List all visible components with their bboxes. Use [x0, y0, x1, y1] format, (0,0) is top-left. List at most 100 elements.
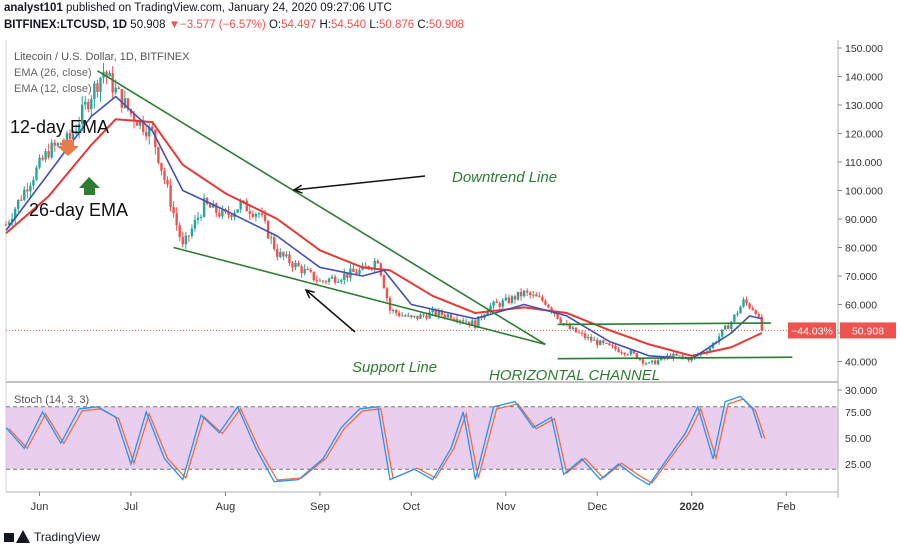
- ema26-up-arrow-icon: [79, 177, 100, 195]
- candle-body: [190, 228, 194, 237]
- candle-body: [26, 189, 29, 192]
- candle-body: [346, 273, 349, 278]
- candle-body: [647, 362, 651, 364]
- support-annotation: Support Line: [352, 359, 437, 376]
- publish-line: analyst101 published on TradingView.com,…: [4, 2, 392, 14]
- candle-body: [239, 201, 242, 210]
- candle-body: [675, 353, 678, 356]
- candle-body: [541, 296, 544, 301]
- candle-body: [742, 299, 745, 307]
- candle-body: [178, 225, 181, 238]
- candle-body: [724, 325, 727, 330]
- candle-body: [254, 213, 258, 217]
- change-down-icon: ▼: [168, 19, 181, 31]
- candle-body: [93, 83, 96, 100]
- candle-body: [358, 269, 361, 274]
- candle-body: [434, 309, 437, 316]
- candle-body: [251, 213, 255, 217]
- candle-body: [279, 252, 282, 257]
- price-tick-label: 80.000: [845, 243, 877, 255]
- candle-body: [59, 143, 63, 145]
- candle-body: [599, 340, 602, 346]
- candle-body: [111, 72, 114, 93]
- candle-body: [745, 299, 748, 304]
- candle-body: [474, 320, 477, 329]
- candle-body: [282, 252, 285, 257]
- pct-change-text: −44.03%: [791, 325, 833, 337]
- author-name[interactable]: analyst101: [4, 2, 63, 14]
- candle-body: [416, 315, 419, 319]
- candle-body: [751, 308, 754, 311]
- candle-body: [144, 131, 148, 137]
- candle-body: [672, 353, 675, 359]
- candle-body: [297, 262, 300, 267]
- candle-body: [394, 310, 398, 313]
- stoch-legend[interactable]: Stoch (14, 3, 3): [14, 394, 90, 406]
- ema26-legend[interactable]: EMA (26, close): [14, 67, 92, 79]
- candle-body: [638, 358, 642, 360]
- candle-body: [547, 304, 550, 308]
- candle-body: [269, 237, 273, 239]
- downtrend-annotation: Downtrend Line: [452, 169, 557, 186]
- pct-change-badge: [788, 322, 836, 339]
- price-tick-label: 70.000: [845, 271, 877, 283]
- stoch-d-line: [8, 398, 766, 484]
- candle-body: [617, 349, 620, 353]
- candle-body: [169, 184, 172, 208]
- candle-body: [242, 200, 245, 202]
- candle-body: [10, 218, 14, 223]
- candle-body: [407, 315, 410, 317]
- candle-body: [498, 303, 501, 307]
- candle-body: [504, 297, 508, 301]
- candle-body: [236, 209, 239, 213]
- candle-body: [428, 312, 431, 319]
- price-tick-label: 60.000: [845, 300, 877, 312]
- candle-body: [154, 129, 157, 148]
- candle-body: [333, 276, 337, 283]
- candle-body: [47, 151, 50, 158]
- candle-body: [327, 278, 331, 282]
- candle-body: [16, 199, 20, 209]
- candle-body: [422, 314, 425, 316]
- footer-brand[interactable]: TradingView: [4, 530, 100, 544]
- candle-body: [303, 268, 306, 274]
- candle-body: [71, 133, 75, 140]
- ema12-annotation: 12-day EMA: [10, 117, 109, 137]
- candle-body: [184, 235, 188, 245]
- candle-body: [272, 237, 276, 250]
- candle-body: [550, 307, 553, 312]
- candle-body: [132, 113, 136, 122]
- candle-body: [294, 262, 297, 268]
- candle-body: [708, 347, 712, 352]
- candle-body: [577, 332, 581, 334]
- stoch-tick-label: 50.00: [845, 433, 871, 445]
- candle-body: [611, 345, 614, 347]
- candle-body: [50, 142, 53, 158]
- candle-body: [425, 315, 428, 319]
- candle-body: [306, 268, 309, 270]
- candle-body: [312, 271, 316, 281]
- candle-body: [160, 162, 163, 171]
- candle-body: [218, 212, 221, 217]
- candle-body: [574, 327, 578, 333]
- price-tick-label: 120.000: [845, 129, 883, 141]
- downtrend-pointer-arrow: [293, 175, 426, 191]
- candle-body: [477, 316, 480, 329]
- candle-body: [629, 350, 632, 355]
- candle-body: [589, 336, 593, 341]
- stoch-tick-label: 75.00: [845, 407, 871, 419]
- candle-body: [336, 281, 340, 283]
- candle-body: [138, 119, 142, 126]
- candle-body: [440, 310, 444, 315]
- candle-body: [215, 203, 218, 213]
- ema12-legend[interactable]: EMA (12, close): [14, 83, 92, 95]
- price-tick-label: 150.000: [845, 43, 883, 55]
- low-value: 50.876: [378, 19, 415, 31]
- downtrend-line: [97, 70, 546, 346]
- candle-body: [748, 303, 751, 309]
- candle-body: [528, 292, 532, 295]
- candle-body: [486, 310, 489, 315]
- candle-body: [53, 142, 56, 146]
- candle-body: [117, 87, 120, 90]
